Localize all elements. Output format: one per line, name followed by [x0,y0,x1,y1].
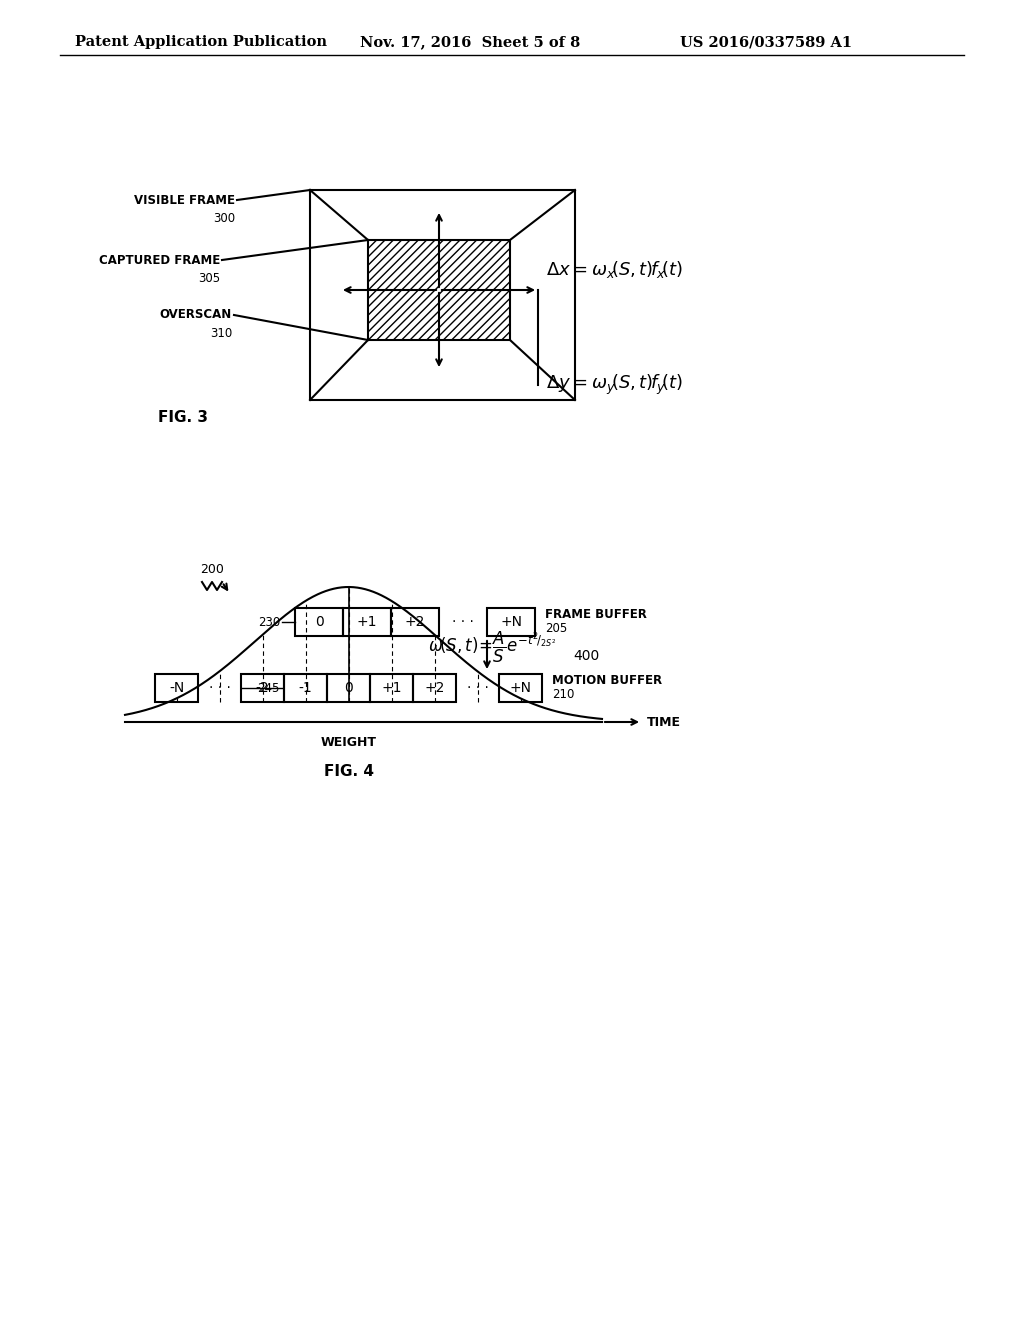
Text: 0: 0 [344,681,353,696]
Text: FRAME BUFFER: FRAME BUFFER [545,609,647,620]
Text: MOTION BUFFER: MOTION BUFFER [552,675,663,686]
Bar [413,675,456,702]
Text: 310: 310 [210,327,232,341]
Bar [499,675,542,702]
Text: WEIGHT: WEIGHT [321,737,377,748]
Text: TIME: TIME [647,715,681,729]
Text: 245: 245 [258,681,280,694]
Text: 400: 400 [573,648,600,663]
Text: +1: +1 [381,681,401,696]
Text: -1: -1 [299,681,312,696]
Bar [343,609,391,636]
Text: 205: 205 [545,622,567,635]
Bar [155,675,198,702]
Bar [241,675,284,702]
Bar [295,609,343,636]
Text: OVERSCAN: OVERSCAN [160,309,232,322]
Bar [327,675,370,702]
Text: -2: -2 [256,681,269,696]
Text: CAPTURED FRAME: CAPTURED FRAME [98,253,220,267]
Bar [284,675,327,702]
Text: $\omega\!\left(S,t\right)\!=\!\dfrac{A}{S}e^{-t^2\!/_{2S^2}}$: $\omega\!\left(S,t\right)\!=\!\dfrac{A}{… [428,630,557,665]
Text: +2: +2 [424,681,444,696]
Text: FIG. 3: FIG. 3 [158,411,208,425]
Text: · · ·: · · · [467,681,488,696]
Text: +N: +N [510,681,531,696]
Text: FIG. 4: FIG. 4 [324,764,374,779]
Bar [370,675,413,702]
Text: 300: 300 [213,213,234,224]
Text: 200: 200 [200,564,224,576]
Text: Nov. 17, 2016  Sheet 5 of 8: Nov. 17, 2016 Sheet 5 of 8 [360,36,581,49]
Text: +N: +N [500,615,522,630]
Text: 230: 230 [258,615,280,628]
Polygon shape [368,240,510,341]
Text: +2: +2 [404,615,425,630]
Text: VISIBLE FRAME: VISIBLE FRAME [134,194,234,206]
Bar [487,609,535,636]
Text: $\Delta y=\omega_y\!\left(S,t\right)\!f_y\!\left(t\right)$: $\Delta y=\omega_y\!\left(S,t\right)\!f_… [546,372,683,397]
Text: -N: -N [169,681,184,696]
Bar [391,609,439,636]
Text: · · ·: · · · [452,615,474,630]
Text: · · ·: · · · [209,681,230,696]
Text: $\Delta x=\omega_x\!\left(S,t\right)\!f_x\!\left(t\right)$: $\Delta x=\omega_x\!\left(S,t\right)\!f_… [546,260,683,281]
Text: 305: 305 [198,272,220,285]
Text: Patent Application Publication: Patent Application Publication [75,36,327,49]
Text: 210: 210 [552,688,574,701]
Text: +1: +1 [356,615,377,630]
Text: US 2016/0337589 A1: US 2016/0337589 A1 [680,36,852,49]
Text: 0: 0 [314,615,324,630]
